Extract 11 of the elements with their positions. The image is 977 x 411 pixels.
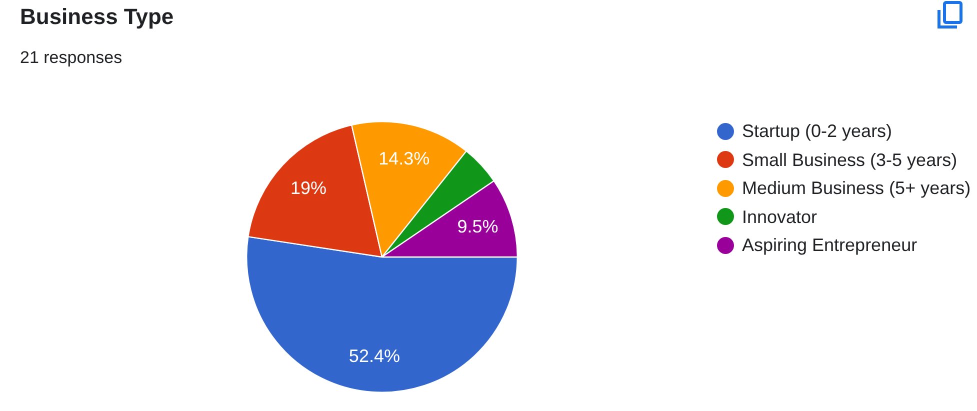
text: 21 responses <box>20 47 122 69</box>
legend-label: Medium Business (5+ years) <box>742 177 971 200</box>
legend-label: Small Business (3-5 years) <box>742 148 958 171</box>
legend-label: Innovator <box>742 206 818 228</box>
data-label: 19% <box>290 178 327 198</box>
chart-title: Business Type <box>20 4 174 30</box>
data-label: 52.4% <box>348 346 400 366</box>
legend-label: Startup (0-2 years) <box>742 120 892 142</box>
legend-label: Aspiring Entrepreneur <box>742 234 918 256</box>
data-label: 14.3% <box>378 148 430 168</box>
data-label: 9.5% <box>457 216 498 237</box>
